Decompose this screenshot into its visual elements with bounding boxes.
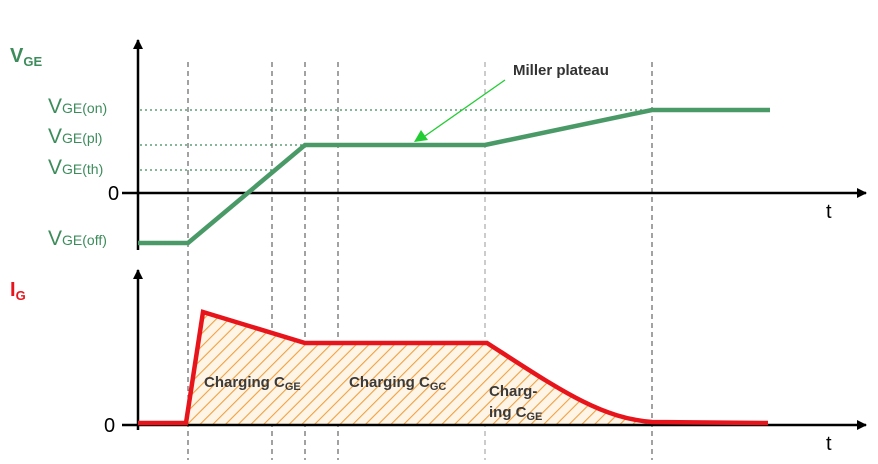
level-main: V <box>48 227 62 250</box>
label-sub: G <box>16 288 26 303</box>
region-label: ing CGE <box>489 404 542 423</box>
region-sub: GC <box>430 381 447 393</box>
region-label: Charging CGC <box>349 374 446 393</box>
level-main: V <box>48 95 62 118</box>
level-main: V <box>48 125 62 148</box>
level-label: VGE(pl) <box>48 125 102 148</box>
label-sub: GE <box>23 54 42 69</box>
axis-label: IG <box>10 279 26 303</box>
level-label: VGE(th) <box>48 156 103 179</box>
level-sub: GE(off) <box>62 232 107 248</box>
level-label: VGE(off) <box>48 227 107 250</box>
zero-label: 0 <box>104 415 115 437</box>
label-main: I <box>10 279 16 301</box>
region-label: Charging CGE <box>204 374 301 393</box>
region-main: Charging C <box>204 374 285 391</box>
level-sub: GE(th) <box>62 161 103 177</box>
label-main: V <box>10 45 24 67</box>
annotation: Miller plateau <box>513 62 609 79</box>
level-main: V <box>48 156 62 179</box>
ig-waveform <box>138 309 769 426</box>
region-main: ing C <box>489 404 527 421</box>
level-label: VGE(on) <box>48 95 107 118</box>
guides <box>187 62 653 460</box>
annotation-arrow <box>424 79 506 137</box>
region-main: Charging C <box>349 374 430 391</box>
x-label: t <box>826 433 832 455</box>
level-sub: GE(on) <box>62 100 107 116</box>
x-label: t <box>826 201 832 223</box>
annotation-arrowhead <box>414 130 428 142</box>
region-sub: GE <box>527 411 543 423</box>
charge-area <box>188 312 652 425</box>
level-label: 0 <box>108 183 119 205</box>
level-sub: GE(pl) <box>62 130 102 146</box>
vge-waveform <box>138 107 770 246</box>
region-label: Charg- <box>489 383 537 400</box>
level-lines <box>140 109 652 171</box>
region-sub: GE <box>285 381 301 393</box>
axis-label: VGE <box>10 45 42 69</box>
